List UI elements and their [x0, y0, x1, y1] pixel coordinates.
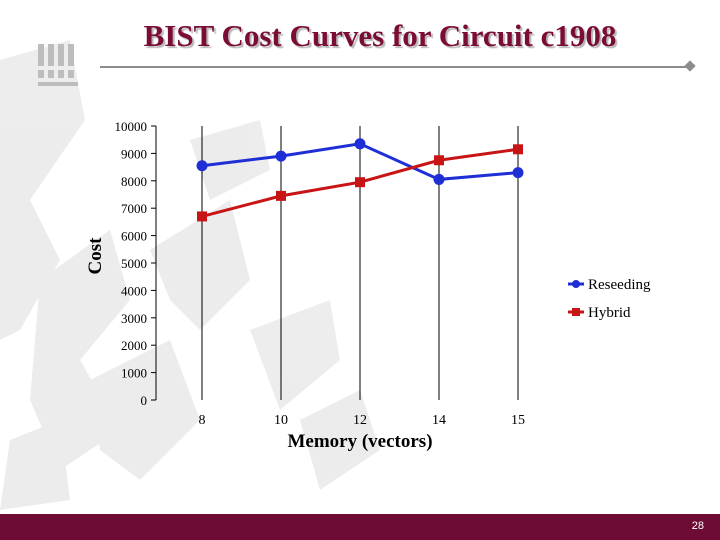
page-number: 28: [691, 520, 704, 532]
y-axis-label: Cost: [85, 237, 106, 275]
data-point-hybrid: [355, 177, 365, 188]
x-tick-label: 15: [511, 413, 525, 428]
data-point-hybrid: [434, 155, 444, 166]
y-tick-label: 9000: [121, 146, 147, 161]
y-tick-label: 3000: [121, 311, 147, 326]
x-axis-label: Memory (vectors): [287, 431, 432, 452]
x-tick-label: 12: [353, 413, 367, 428]
data-point-hybrid: [197, 211, 207, 222]
y-tick-label: 1000: [121, 366, 147, 381]
y-tick-label: 7000: [121, 201, 147, 216]
data-point-hybrid: [513, 144, 523, 155]
background-decoration: [0, 40, 380, 510]
data-point-reseeding: [433, 173, 445, 185]
legend-marker-reseeding: [572, 280, 580, 288]
legend-marker-hybrid: [572, 308, 580, 316]
data-point-reseeding: [196, 160, 208, 172]
y-tick-label: 10000: [115, 119, 148, 134]
x-tick-label: 14: [432, 413, 446, 428]
data-point-reseeding: [354, 138, 366, 150]
y-tick-label: 6000: [121, 229, 147, 244]
y-tick-label: 2000: [121, 338, 147, 353]
y-tick-label: 5000: [121, 256, 147, 271]
x-tick-label: 8: [199, 413, 206, 428]
data-point-hybrid: [276, 190, 286, 201]
y-tick-label: 8000: [121, 174, 147, 189]
cost-line-chart: 0 1000 2000 3000 4000 5000 6000 7000 8000 9000 100…: [85, 119, 651, 452]
x-tick-label: 10: [274, 413, 288, 428]
legend-label-reseeding: Reseeding: [588, 277, 651, 293]
slide-title: BIST Cost Curves for Circuit c1908: [143, 18, 617, 53]
y-tick-label: 0: [141, 393, 148, 408]
footer-bar: 28: [0, 514, 720, 540]
y-tick-label: 4000: [121, 283, 147, 298]
legend-label-hybrid: Hybrid: [588, 305, 631, 321]
data-point-reseeding: [275, 150, 287, 162]
title-divider: [100, 66, 690, 68]
data-point-reseeding: [512, 167, 524, 179]
